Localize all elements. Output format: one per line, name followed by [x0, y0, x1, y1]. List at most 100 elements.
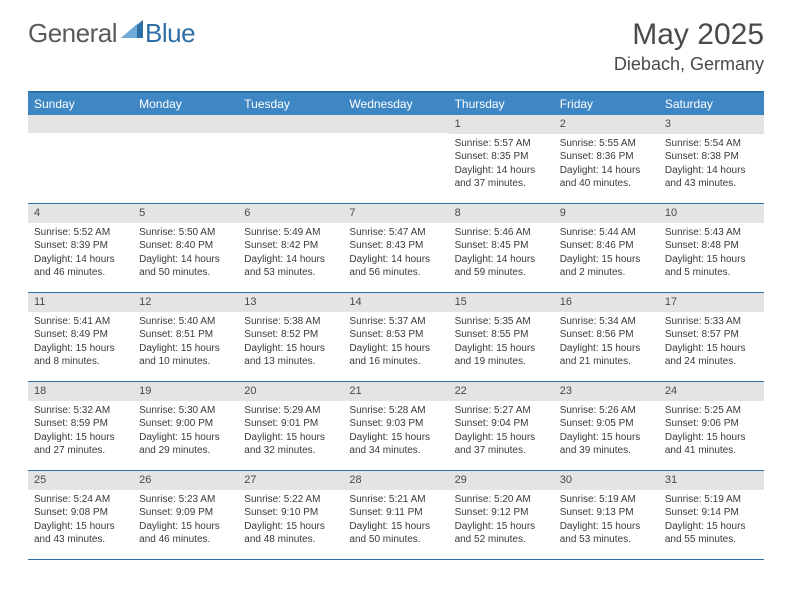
sunset-text: Sunset: 8:39 PM [34, 239, 127, 253]
sunrise-text: Sunrise: 5:35 AM [455, 315, 548, 329]
sunrise-text: Sunrise: 5:34 AM [560, 315, 653, 329]
day-body: Sunrise: 5:25 AMSunset: 9:06 PMDaylight:… [659, 401, 764, 464]
sunrise-text: Sunrise: 5:32 AM [34, 404, 127, 418]
day-number: 8 [449, 204, 554, 223]
sunset-text: Sunset: 8:38 PM [665, 150, 758, 164]
sunset-text: Sunset: 8:46 PM [560, 239, 653, 253]
weeks-container: 1Sunrise: 5:57 AMSunset: 8:35 PMDaylight… [28, 115, 764, 560]
week-row: 4Sunrise: 5:52 AMSunset: 8:39 PMDaylight… [28, 204, 764, 293]
sunrise-text: Sunrise: 5:37 AM [349, 315, 442, 329]
day-cell-14: 14Sunrise: 5:37 AMSunset: 8:53 PMDayligh… [343, 293, 448, 381]
daylight-text: Daylight: 14 hours and 56 minutes. [349, 253, 442, 280]
daylight-text: Daylight: 15 hours and 29 minutes. [139, 431, 232, 458]
sunrise-text: Sunrise: 5:44 AM [560, 226, 653, 240]
sunset-text: Sunset: 9:04 PM [455, 417, 548, 431]
day-number: 22 [449, 382, 554, 401]
sunrise-text: Sunrise: 5:52 AM [34, 226, 127, 240]
sunset-text: Sunset: 9:12 PM [455, 506, 548, 520]
daylight-text: Daylight: 14 hours and 59 minutes. [455, 253, 548, 280]
day-body: Sunrise: 5:44 AMSunset: 8:46 PMDaylight:… [554, 223, 659, 286]
sunrise-text: Sunrise: 5:22 AM [244, 493, 337, 507]
day-number: 15 [449, 293, 554, 312]
sunrise-text: Sunrise: 5:21 AM [349, 493, 442, 507]
day-body: Sunrise: 5:34 AMSunset: 8:56 PMDaylight:… [554, 312, 659, 375]
week-row: 25Sunrise: 5:24 AMSunset: 9:08 PMDayligh… [28, 471, 764, 560]
day-cell-20: 20Sunrise: 5:29 AMSunset: 9:01 PMDayligh… [238, 382, 343, 470]
day-body: Sunrise: 5:30 AMSunset: 9:00 PMDaylight:… [133, 401, 238, 464]
day-body: Sunrise: 5:20 AMSunset: 9:12 PMDaylight:… [449, 490, 554, 553]
sunrise-text: Sunrise: 5:50 AM [139, 226, 232, 240]
sunset-text: Sunset: 8:45 PM [455, 239, 548, 253]
sunset-text: Sunset: 9:08 PM [34, 506, 127, 520]
day-number: 2 [554, 115, 659, 134]
day-cell-13: 13Sunrise: 5:38 AMSunset: 8:52 PMDayligh… [238, 293, 343, 381]
daylight-text: Daylight: 14 hours and 40 minutes. [560, 164, 653, 191]
day-number: 9 [554, 204, 659, 223]
daylight-text: Daylight: 14 hours and 46 minutes. [34, 253, 127, 280]
sunrise-text: Sunrise: 5:25 AM [665, 404, 758, 418]
daylight-text: Daylight: 15 hours and 19 minutes. [455, 342, 548, 369]
day-number: 25 [28, 471, 133, 490]
day-cell-29: 29Sunrise: 5:20 AMSunset: 9:12 PMDayligh… [449, 471, 554, 559]
day-number: 1 [449, 115, 554, 134]
day-body: Sunrise: 5:35 AMSunset: 8:55 PMDaylight:… [449, 312, 554, 375]
sunrise-text: Sunrise: 5:26 AM [560, 404, 653, 418]
day-body: Sunrise: 5:27 AMSunset: 9:04 PMDaylight:… [449, 401, 554, 464]
day-number: 23 [554, 382, 659, 401]
day-cell-31: 31Sunrise: 5:19 AMSunset: 9:14 PMDayligh… [659, 471, 764, 559]
day-body: Sunrise: 5:55 AMSunset: 8:36 PMDaylight:… [554, 134, 659, 197]
title-block: May 2025 Diebach, Germany [614, 18, 764, 75]
sunrise-text: Sunrise: 5:23 AM [139, 493, 232, 507]
sunset-text: Sunset: 9:11 PM [349, 506, 442, 520]
sunset-text: Sunset: 8:52 PM [244, 328, 337, 342]
day-body: Sunrise: 5:22 AMSunset: 9:10 PMDaylight:… [238, 490, 343, 553]
sunset-text: Sunset: 8:51 PM [139, 328, 232, 342]
sunrise-text: Sunrise: 5:49 AM [244, 226, 337, 240]
daylight-text: Daylight: 14 hours and 37 minutes. [455, 164, 548, 191]
day-body: Sunrise: 5:50 AMSunset: 8:40 PMDaylight:… [133, 223, 238, 286]
day-cell-18: 18Sunrise: 5:32 AMSunset: 8:59 PMDayligh… [28, 382, 133, 470]
day-body: Sunrise: 5:23 AMSunset: 9:09 PMDaylight:… [133, 490, 238, 553]
sunrise-text: Sunrise: 5:38 AM [244, 315, 337, 329]
month-title: May 2025 [614, 18, 764, 52]
day-body: Sunrise: 5:24 AMSunset: 9:08 PMDaylight:… [28, 490, 133, 553]
day-body: Sunrise: 5:52 AMSunset: 8:39 PMDaylight:… [28, 223, 133, 286]
logo-text-blue: Blue [145, 18, 195, 49]
day-number [238, 115, 343, 133]
sunrise-text: Sunrise: 5:41 AM [34, 315, 127, 329]
day-cell-6: 6Sunrise: 5:49 AMSunset: 8:42 PMDaylight… [238, 204, 343, 292]
sunset-text: Sunset: 9:06 PM [665, 417, 758, 431]
day-body: Sunrise: 5:28 AMSunset: 9:03 PMDaylight:… [343, 401, 448, 464]
day-body: Sunrise: 5:38 AMSunset: 8:52 PMDaylight:… [238, 312, 343, 375]
daylight-text: Daylight: 15 hours and 37 minutes. [455, 431, 548, 458]
weekday-saturday: Saturday [659, 93, 764, 115]
sunrise-text: Sunrise: 5:55 AM [560, 137, 653, 151]
day-number: 18 [28, 382, 133, 401]
day-body: Sunrise: 5:19 AMSunset: 9:14 PMDaylight:… [659, 490, 764, 553]
week-row: 18Sunrise: 5:32 AMSunset: 8:59 PMDayligh… [28, 382, 764, 471]
header: General Blue May 2025 Diebach, Germany [0, 0, 792, 83]
sunrise-text: Sunrise: 5:33 AM [665, 315, 758, 329]
sunset-text: Sunset: 8:35 PM [455, 150, 548, 164]
daylight-text: Daylight: 15 hours and 39 minutes. [560, 431, 653, 458]
day-cell-23: 23Sunrise: 5:26 AMSunset: 9:05 PMDayligh… [554, 382, 659, 470]
day-cell-17: 17Sunrise: 5:33 AMSunset: 8:57 PMDayligh… [659, 293, 764, 381]
day-number: 13 [238, 293, 343, 312]
day-body: Sunrise: 5:47 AMSunset: 8:43 PMDaylight:… [343, 223, 448, 286]
day-body: Sunrise: 5:41 AMSunset: 8:49 PMDaylight:… [28, 312, 133, 375]
day-cell-27: 27Sunrise: 5:22 AMSunset: 9:10 PMDayligh… [238, 471, 343, 559]
logo: General Blue [28, 18, 195, 49]
day-cell-26: 26Sunrise: 5:23 AMSunset: 9:09 PMDayligh… [133, 471, 238, 559]
empty-cell [343, 115, 448, 203]
day-number [133, 115, 238, 133]
sunset-text: Sunset: 9:09 PM [139, 506, 232, 520]
daylight-text: Daylight: 15 hours and 2 minutes. [560, 253, 653, 280]
day-body: Sunrise: 5:49 AMSunset: 8:42 PMDaylight:… [238, 223, 343, 286]
empty-cell [238, 115, 343, 203]
day-cell-1: 1Sunrise: 5:57 AMSunset: 8:35 PMDaylight… [449, 115, 554, 203]
day-cell-15: 15Sunrise: 5:35 AMSunset: 8:55 PMDayligh… [449, 293, 554, 381]
daylight-text: Daylight: 15 hours and 32 minutes. [244, 431, 337, 458]
sunset-text: Sunset: 8:49 PM [34, 328, 127, 342]
daylight-text: Daylight: 15 hours and 24 minutes. [665, 342, 758, 369]
day-number: 31 [659, 471, 764, 490]
